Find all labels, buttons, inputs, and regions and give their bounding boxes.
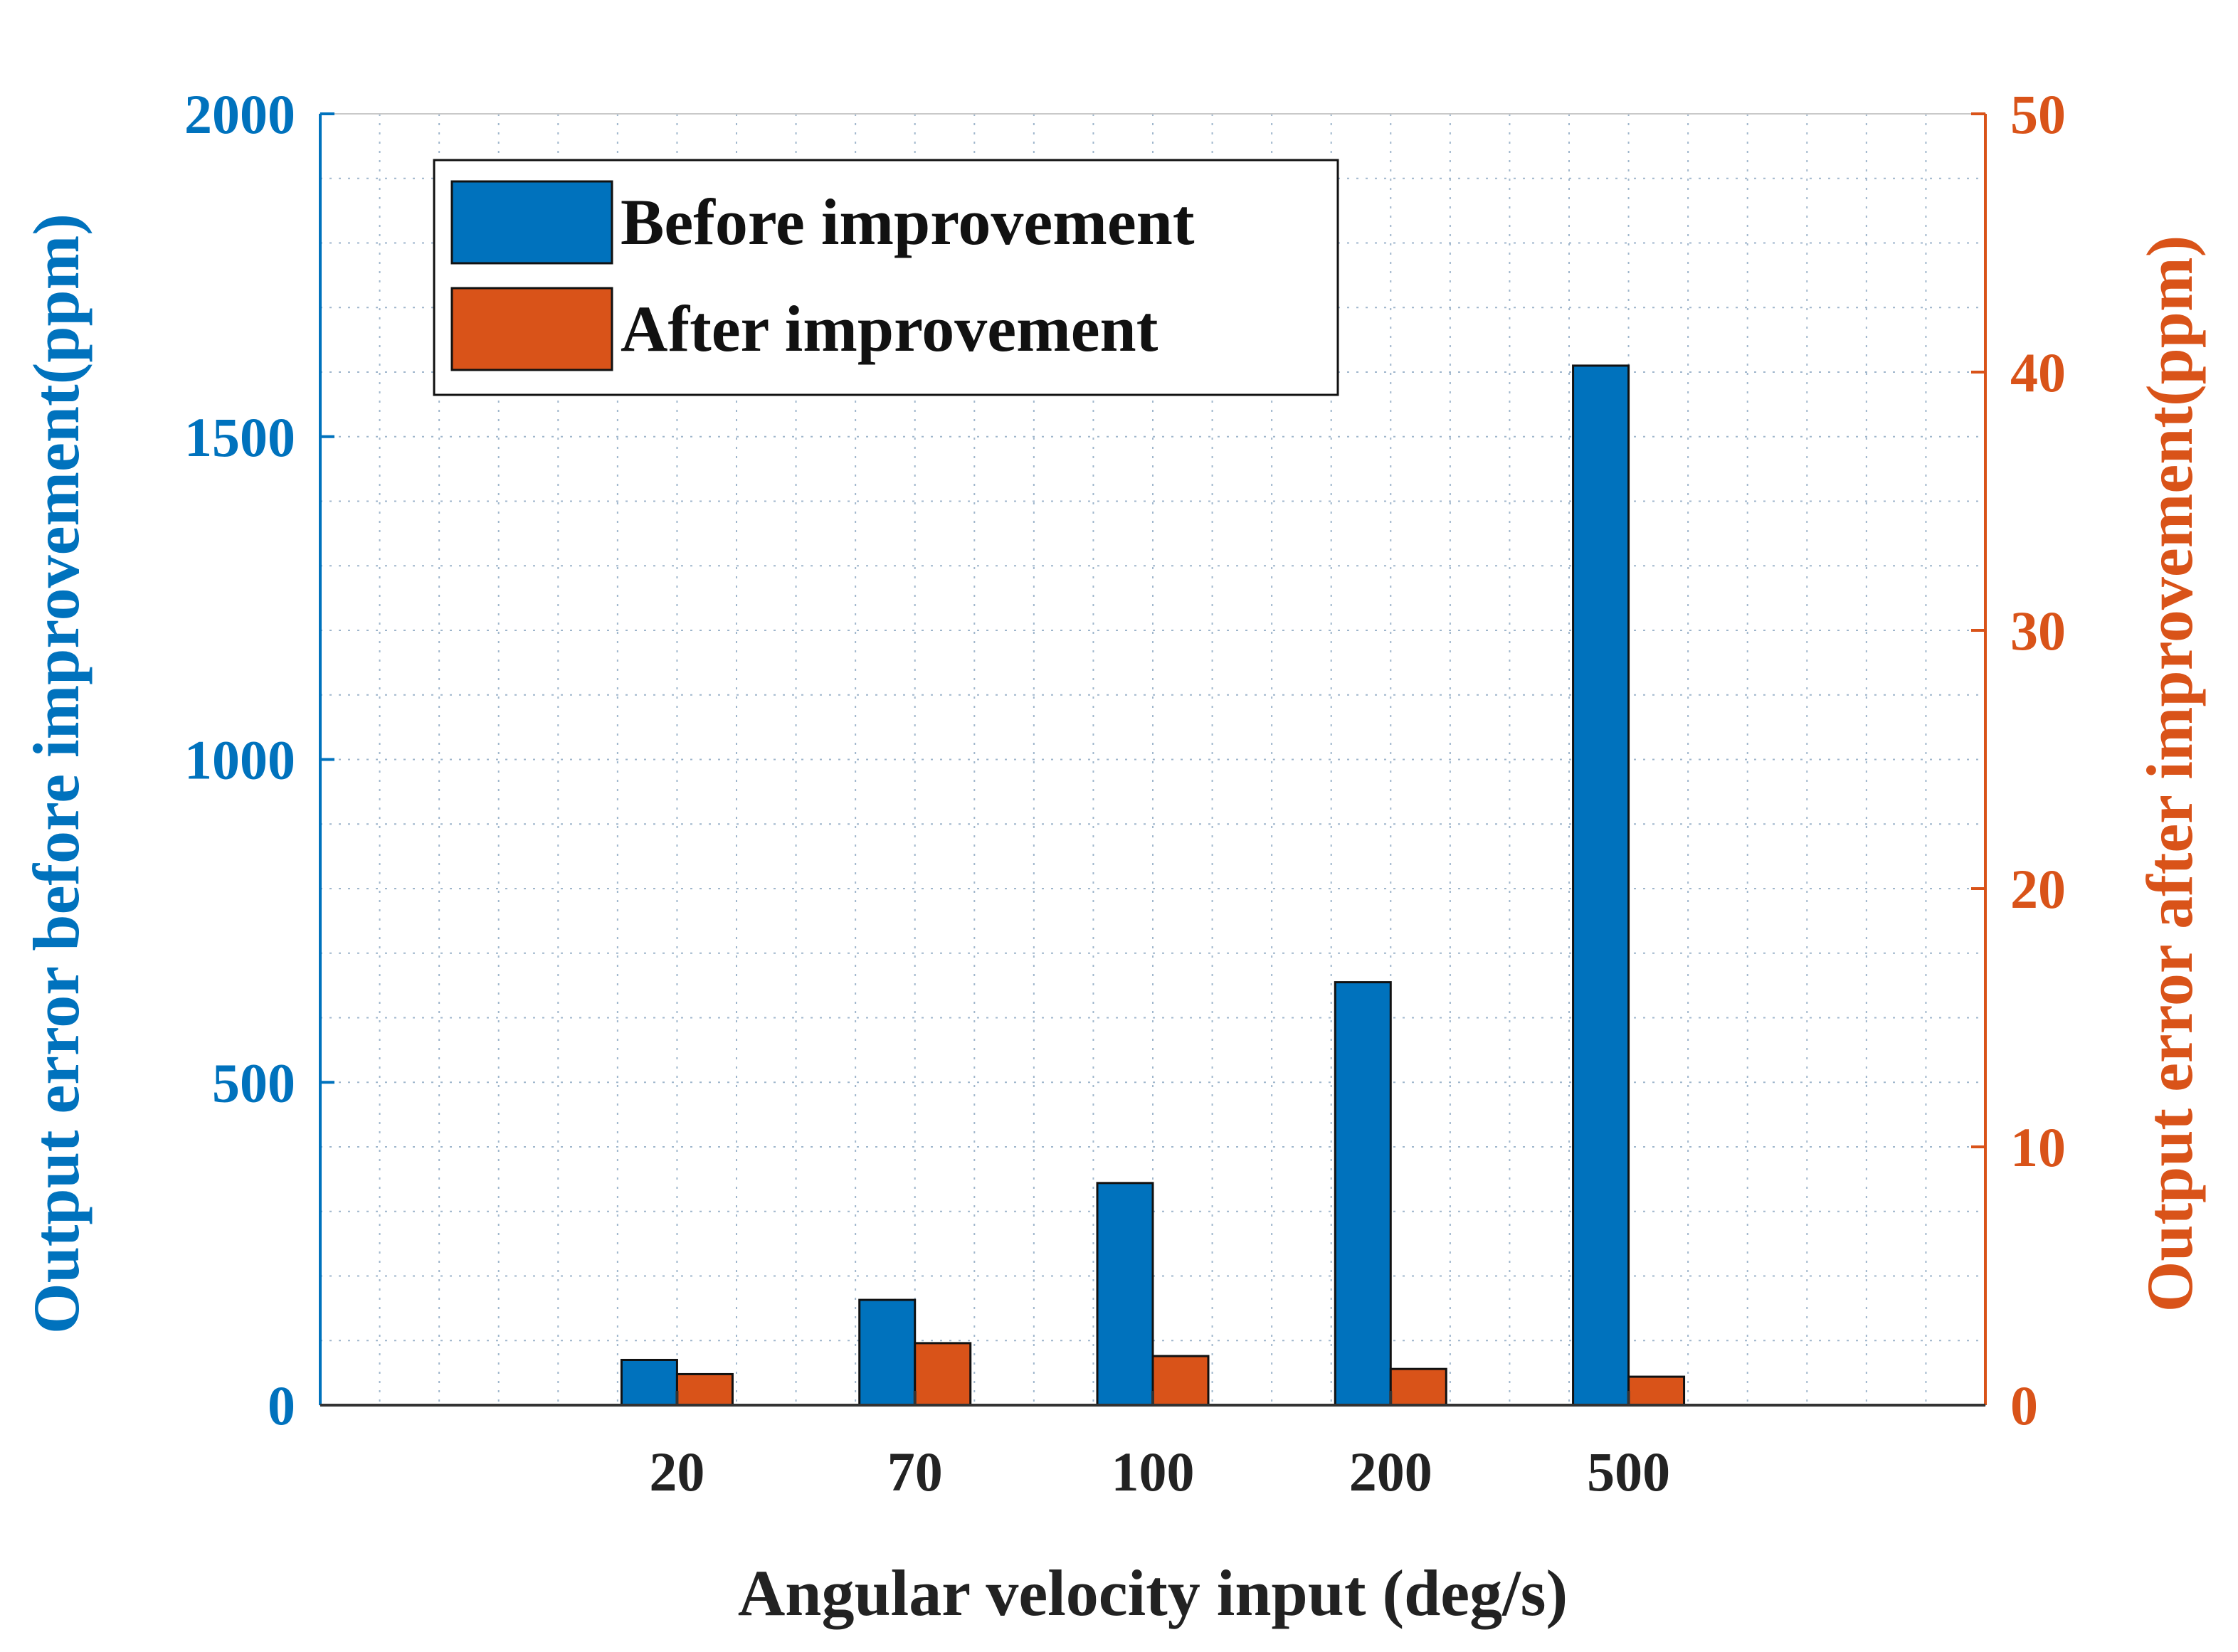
right-tick-label: 30 — [2010, 600, 2066, 662]
bar-after-100 — [1151, 1355, 1210, 1407]
legend-label-after: After improvement — [621, 292, 1158, 365]
legend-label-before: Before improvement — [621, 186, 1195, 258]
bar-before-100 — [1096, 1182, 1154, 1407]
legend-swatch-before — [450, 180, 613, 265]
left-tick-label: 1500 — [184, 406, 295, 468]
bar-after-200 — [1389, 1367, 1447, 1407]
bar-after-500 — [1627, 1375, 1686, 1407]
x-tick-label: 70 — [887, 1441, 943, 1503]
bar-before-20 — [620, 1358, 678, 1407]
left-tick-label: 0 — [268, 1375, 295, 1436]
right-y-axis: 0 10 20 30 40 50 — [1971, 83, 2066, 1436]
x-tick-label: 100 — [1112, 1441, 1195, 1503]
right-tick-label: 0 — [2010, 1375, 2038, 1436]
bars — [620, 364, 1686, 1407]
bar-after-70 — [914, 1342, 972, 1407]
x-tick-label: 20 — [649, 1441, 704, 1503]
x-tick-label: 500 — [1587, 1441, 1670, 1503]
bar-before-200 — [1334, 981, 1392, 1407]
left-tick-label: 2000 — [184, 83, 295, 145]
bar-before-500 — [1572, 364, 1630, 1407]
right-y-axis-title: Output error after improvement(ppm) — [2133, 235, 2206, 1313]
left-tick-label: 500 — [212, 1052, 295, 1113]
left-y-axis-title: Output error before improvement(ppm) — [20, 213, 93, 1334]
x-axis: 20 70 100 200 500 — [320, 1391, 1985, 1503]
bar-before-70 — [858, 1298, 917, 1407]
right-tick-label: 50 — [2010, 83, 2066, 145]
legend: Before improvement After improvement — [433, 159, 1339, 396]
right-tick-label: 40 — [2010, 341, 2066, 403]
left-tick-label: 1000 — [184, 729, 295, 791]
x-tick-label: 200 — [1349, 1441, 1432, 1503]
right-tick-label: 20 — [2010, 858, 2066, 920]
x-axis-title: Angular velocity input (deg/s) — [738, 1557, 1568, 1629]
legend-swatch-after — [450, 287, 613, 371]
bar-after-20 — [675, 1372, 734, 1407]
left-y-axis: 0 500 1000 1500 2000 — [184, 83, 334, 1436]
right-tick-label: 10 — [2010, 1116, 2066, 1178]
